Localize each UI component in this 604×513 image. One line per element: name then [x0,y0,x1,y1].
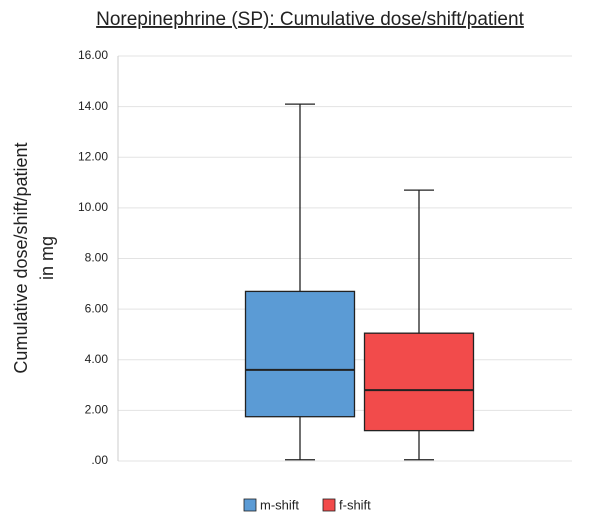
y-tick-label: 4.00 [85,352,109,366]
y-tick-label: 14.00 [78,99,108,113]
legend-label: m-shift [260,497,299,512]
chart-title: Norepinephrine (SP): Cumulative dose/shi… [96,9,524,30]
y-tick-label: 16.00 [78,48,108,62]
y-tick-label: .00 [91,453,108,467]
y-tick-label: 12.00 [78,149,108,163]
y-tick-label: 8.00 [85,251,109,265]
y-axis-label: in mg [37,236,57,280]
y-tick-label: 10.00 [78,200,108,214]
legend-swatch [322,498,336,512]
y-tick-label: 6.00 [85,301,109,315]
y-tick-label: 2.00 [85,403,109,417]
legend-swatch [243,498,257,512]
y-axis-label: Cumulative dose/shift/patient [11,142,31,373]
box [244,290,356,418]
legend-label: f-shift [339,497,371,512]
box [363,332,475,432]
